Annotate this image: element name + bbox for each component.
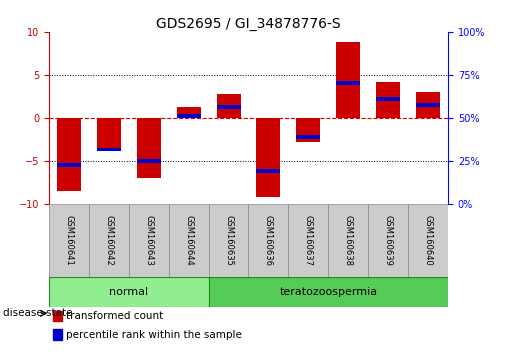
Text: GSM160638: GSM160638 — [344, 215, 353, 266]
Text: disease state: disease state — [3, 308, 72, 318]
FancyBboxPatch shape — [329, 204, 368, 277]
Bar — [97, 148, 121, 152]
Text: GSM160637: GSM160637 — [304, 215, 313, 266]
Text: normal: normal — [109, 287, 148, 297]
FancyBboxPatch shape — [368, 204, 408, 277]
Bar — [216, 105, 241, 109]
Text: GSM160642: GSM160642 — [105, 215, 113, 266]
Text: GSM160639: GSM160639 — [384, 215, 392, 266]
FancyBboxPatch shape — [408, 204, 448, 277]
FancyBboxPatch shape — [49, 277, 209, 307]
FancyBboxPatch shape — [49, 204, 89, 277]
Text: GSM160636: GSM160636 — [264, 215, 273, 266]
Text: percentile rank within the sample: percentile rank within the sample — [66, 330, 242, 339]
Bar — [137, 159, 161, 162]
Bar — [216, 94, 241, 118]
Bar — [57, 118, 81, 191]
FancyBboxPatch shape — [288, 204, 329, 277]
FancyBboxPatch shape — [248, 204, 288, 277]
Bar — [53, 330, 62, 340]
FancyBboxPatch shape — [209, 204, 248, 277]
FancyBboxPatch shape — [129, 204, 168, 277]
Bar — [336, 42, 360, 118]
Bar — [376, 97, 400, 101]
Bar — [57, 163, 81, 167]
Text: transformed count: transformed count — [66, 311, 163, 321]
FancyBboxPatch shape — [168, 204, 209, 277]
Title: GDS2695 / GI_34878776-S: GDS2695 / GI_34878776-S — [156, 17, 341, 31]
Bar — [416, 92, 440, 118]
Bar — [336, 81, 360, 85]
FancyBboxPatch shape — [89, 204, 129, 277]
FancyBboxPatch shape — [209, 277, 448, 307]
Bar — [416, 103, 440, 107]
Bar — [137, 118, 161, 178]
Text: teratozoospermia: teratozoospermia — [279, 287, 377, 297]
Bar — [297, 135, 320, 138]
Bar — [53, 311, 62, 321]
Text: GSM160640: GSM160640 — [424, 215, 433, 266]
Bar — [256, 118, 280, 197]
Bar — [376, 82, 400, 118]
Bar — [297, 118, 320, 142]
Bar — [177, 114, 201, 118]
Text: GSM160644: GSM160644 — [184, 215, 193, 266]
Text: GSM160641: GSM160641 — [64, 215, 73, 266]
Bar — [177, 107, 201, 118]
Bar — [256, 169, 280, 173]
Text: GSM160643: GSM160643 — [144, 215, 153, 266]
Text: GSM160635: GSM160635 — [224, 215, 233, 266]
Bar — [97, 118, 121, 148]
